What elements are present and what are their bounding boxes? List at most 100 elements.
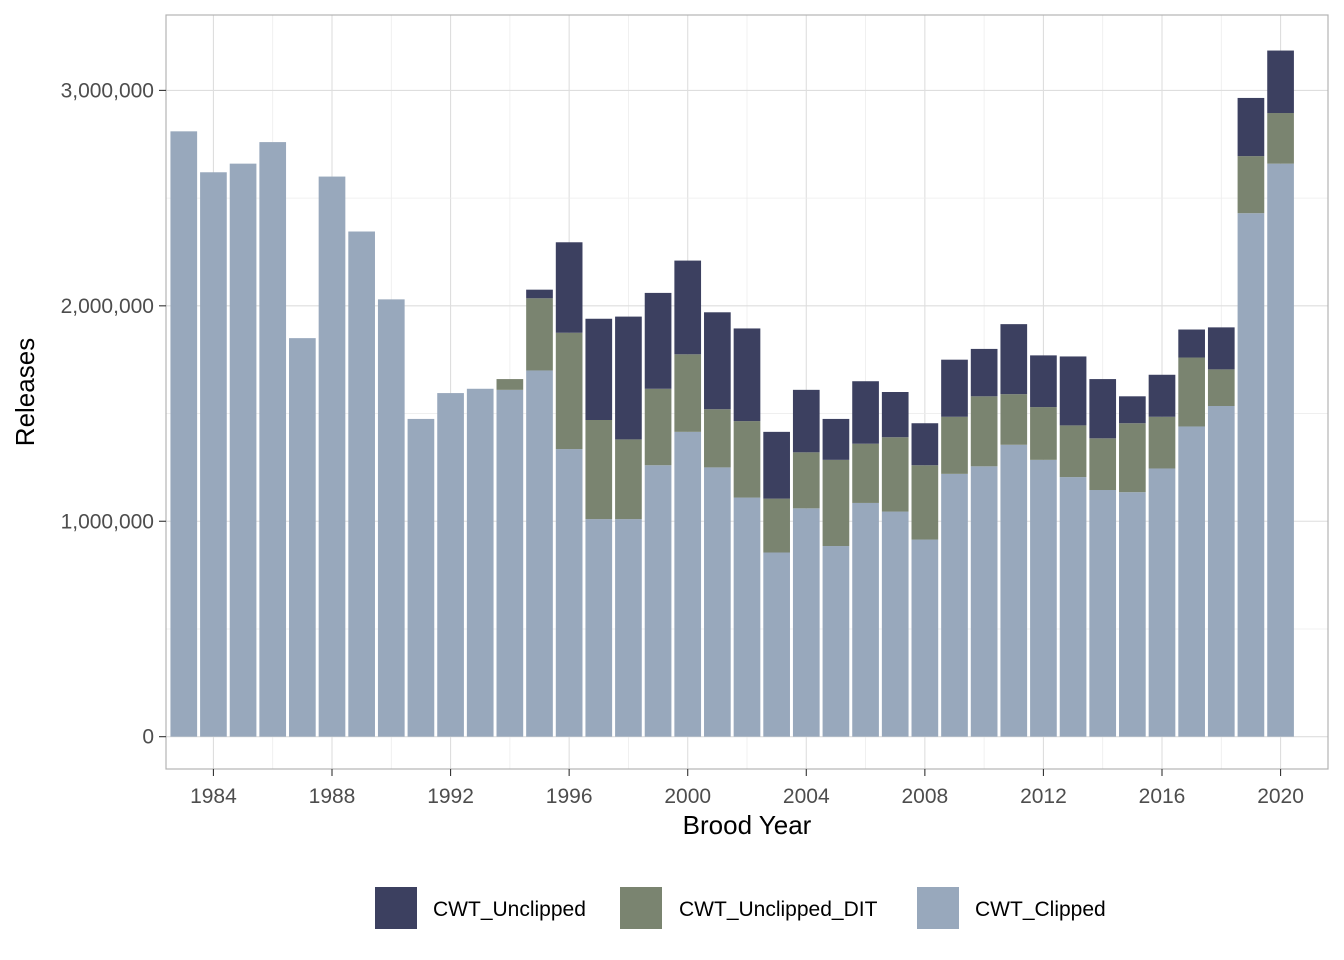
bar-cwt-unclipped-2003 <box>763 431 790 499</box>
bar-cwt-clipped-1996 <box>555 449 583 737</box>
bar-cwt-clipped-1991 <box>407 418 435 737</box>
bar-cwt-unclipped-dit-2007 <box>881 437 909 512</box>
bar-cwt-unclipped-dit-1995 <box>526 298 553 371</box>
bar-cwt-unclipped-2011 <box>1000 324 1028 395</box>
bar-cwt-unclipped-dit-2011 <box>1000 394 1028 445</box>
bar-cwt-unclipped-dit-2010 <box>970 396 998 467</box>
bar-cwt-clipped-2019 <box>1237 213 1265 737</box>
bar-cwt-clipped-1988 <box>318 176 346 737</box>
bar-cwt-clipped-2011 <box>1000 444 1028 737</box>
bar-cwt-unclipped-2015 <box>1119 396 1146 424</box>
bar-cwt-clipped-2009 <box>941 473 968 737</box>
legend-label-cwt-clipped: CWT_Clipped <box>975 898 1106 921</box>
bar-cwt-unclipped-dit-2006 <box>852 443 879 503</box>
x-tick-label: 2020 <box>1257 785 1304 808</box>
bar-cwt-unclipped-2016 <box>1148 374 1176 417</box>
bar-cwt-clipped-1984 <box>200 172 227 737</box>
bar-cwt-clipped-2000 <box>674 431 702 737</box>
legend-key-cwt-unclipped <box>375 887 417 929</box>
bar-cwt-clipped-1989 <box>348 231 375 737</box>
bar-cwt-clipped-1993 <box>466 388 494 737</box>
bar-cwt-unclipped-dit-2000 <box>674 354 702 432</box>
legend-key-cwt-clipped <box>917 887 959 929</box>
bar-cwt-unclipped-dit-1998 <box>615 439 642 520</box>
bar-cwt-clipped-1985 <box>229 163 257 737</box>
bar-cwt-clipped-2015 <box>1119 492 1146 737</box>
bar-cwt-clipped-2018 <box>1207 406 1235 737</box>
legend-key-cwt-unclipped-dit <box>620 887 662 929</box>
bar-cwt-clipped-2007 <box>881 511 909 737</box>
bar-cwt-clipped-2020 <box>1267 163 1294 737</box>
bar-cwt-unclipped-2009 <box>941 359 968 417</box>
bar-cwt-clipped-2002 <box>733 497 761 737</box>
x-axis-title: Brood Year <box>683 810 812 840</box>
bar-cwt-clipped-2017 <box>1178 426 1205 737</box>
bar-cwt-clipped-1992 <box>437 393 464 737</box>
bar-cwt-unclipped-dit-2018 <box>1207 369 1235 407</box>
bar-cwt-clipped-2003 <box>763 552 790 737</box>
bar-layer <box>170 50 1294 737</box>
bar-cwt-unclipped-1999 <box>644 292 672 389</box>
x-tick-label: 2016 <box>1139 785 1186 808</box>
bar-cwt-unclipped-dit-2008 <box>911 465 939 540</box>
bar-cwt-unclipped-dit-2009 <box>941 416 968 474</box>
bar-cwt-unclipped-2017 <box>1178 329 1205 358</box>
bar-cwt-unclipped-2000 <box>674 260 702 355</box>
panel-border <box>165 14 1329 770</box>
bar-cwt-unclipped-1995 <box>526 289 553 299</box>
bar-cwt-unclipped-dit-2015 <box>1119 423 1146 493</box>
bar-cwt-unclipped-dit-1997 <box>585 420 613 520</box>
bar-cwt-unclipped-dit-2019 <box>1237 156 1265 214</box>
bar-cwt-clipped-1994 <box>496 389 524 737</box>
bar-cwt-unclipped-2019 <box>1237 97 1265 157</box>
x-tick-label: 1988 <box>309 785 356 808</box>
bar-cwt-clipped-2013 <box>1059 477 1087 737</box>
bar-cwt-clipped-1983 <box>170 131 198 737</box>
bar-cwt-clipped-2001 <box>704 467 731 737</box>
bar-cwt-clipped-1995 <box>526 370 553 737</box>
bar-cwt-clipped-1998 <box>615 519 642 737</box>
x-tick-label: 1992 <box>427 785 474 808</box>
bar-cwt-unclipped-2001 <box>704 312 731 410</box>
bar-cwt-clipped-2004 <box>792 508 820 737</box>
y-tick-label: 2,000,000 <box>61 295 154 318</box>
bar-cwt-unclipped-dit-2016 <box>1148 416 1176 469</box>
bar-cwt-unclipped-dit-2017 <box>1178 357 1205 427</box>
bar-cwt-clipped-1986 <box>259 142 287 737</box>
bar-cwt-unclipped-dit-2020 <box>1267 113 1294 164</box>
bar-cwt-unclipped-dit-2004 <box>792 452 820 509</box>
y-tick-label: 1,000,000 <box>61 510 154 533</box>
bar-cwt-unclipped-1997 <box>585 318 613 421</box>
x-tick-label: 1984 <box>190 785 237 808</box>
legend-label-cwt-unclipped-dit: CWT_Unclipped_DIT <box>679 898 878 921</box>
bar-cwt-unclipped-2006 <box>852 381 879 444</box>
bar-cwt-clipped-1990 <box>377 299 405 737</box>
bar-cwt-unclipped-dit-2005 <box>822 459 850 547</box>
x-tick-label: 2008 <box>901 785 948 808</box>
bar-cwt-unclipped-1996 <box>555 242 583 333</box>
bar-cwt-unclipped-dit-1999 <box>644 388 672 466</box>
x-tick-label: 2004 <box>783 785 830 808</box>
bar-cwt-unclipped-2014 <box>1089 379 1117 439</box>
y-tick-label: 3,000,000 <box>61 79 154 102</box>
bar-cwt-unclipped-dit-2013 <box>1059 425 1087 478</box>
bar-cwt-unclipped-2002 <box>733 328 761 422</box>
bar-cwt-unclipped-2004 <box>792 389 820 453</box>
bar-cwt-unclipped-2018 <box>1207 327 1235 370</box>
bar-cwt-clipped-2008 <box>911 539 939 737</box>
legend: CWT_Unclipped CWT_Unclipped_DIT CWT_Clippe… <box>375 887 1106 929</box>
x-tick-label: 2012 <box>1020 785 1067 808</box>
bar-cwt-unclipped-dit-2002 <box>733 421 761 498</box>
bar-cwt-unclipped-2012 <box>1030 355 1057 408</box>
y-tick-label: 0 <box>142 726 154 749</box>
bar-cwt-unclipped-2010 <box>970 348 998 397</box>
legend-label-cwt-unclipped: CWT_Unclipped <box>433 898 586 921</box>
bar-cwt-unclipped-2013 <box>1059 356 1087 426</box>
bar-cwt-unclipped-2007 <box>881 392 909 438</box>
x-tick-label: 2000 <box>664 785 711 808</box>
bar-cwt-unclipped-dit-1994 <box>496 379 524 390</box>
x-tick-label: 1996 <box>546 785 593 808</box>
bar-cwt-unclipped-2020 <box>1267 50 1294 114</box>
